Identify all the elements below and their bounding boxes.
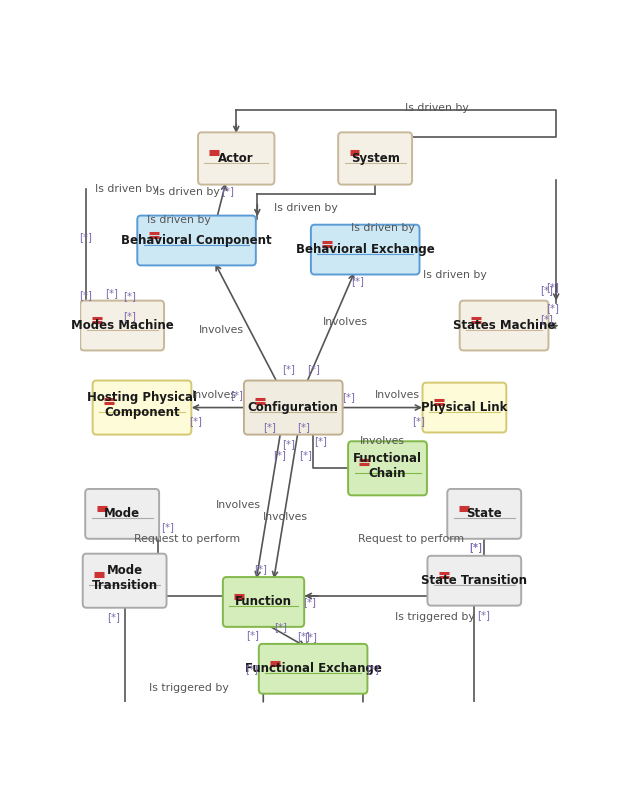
Text: [*]: [*] [307, 365, 319, 375]
Text: Is driven by: Is driven by [405, 103, 469, 113]
Text: [*]: [*] [79, 290, 92, 300]
Text: Modes Machine: Modes Machine [71, 319, 173, 332]
Text: [*]: [*] [124, 291, 136, 301]
Text: [*]: [*] [477, 610, 490, 619]
Text: [*]: [*] [540, 285, 553, 295]
FancyBboxPatch shape [428, 555, 521, 606]
FancyBboxPatch shape [198, 133, 275, 185]
Text: [*]: [*] [79, 233, 92, 242]
Text: [*]: [*] [303, 597, 316, 607]
Text: Is driven by: Is driven by [147, 215, 211, 226]
Text: Involves: Involves [360, 436, 405, 446]
FancyBboxPatch shape [348, 441, 427, 495]
Text: Involves: Involves [323, 317, 368, 327]
FancyBboxPatch shape [83, 554, 166, 608]
FancyBboxPatch shape [447, 489, 521, 539]
Text: [*]: [*] [275, 623, 287, 633]
Text: Involves: Involves [199, 325, 244, 335]
Text: States Machine: States Machine [453, 319, 556, 332]
Text: Actor: Actor [218, 152, 254, 165]
Text: [*]: [*] [342, 391, 355, 402]
Text: Functional
Chain: Functional Chain [353, 451, 422, 480]
Text: Involves: Involves [216, 499, 261, 510]
FancyBboxPatch shape [311, 225, 419, 275]
Text: [*]: [*] [189, 416, 202, 426]
Text: [*]: [*] [105, 288, 118, 297]
Text: [*]: [*] [282, 365, 295, 375]
Text: State Transition: State Transition [421, 574, 527, 587]
Text: Functional Exchange: Functional Exchange [244, 662, 381, 675]
Text: [*]: [*] [351, 276, 364, 286]
Text: [*]: [*] [367, 664, 380, 674]
Text: Hosting Physical
Component: Hosting Physical Component [87, 391, 197, 419]
Text: [*]: [*] [162, 522, 175, 533]
Text: Is driven by: Is driven by [156, 187, 220, 197]
Text: Behavioral Component: Behavioral Component [121, 234, 272, 247]
Text: [*]: [*] [469, 542, 482, 552]
Text: System: System [351, 152, 399, 165]
Text: Involves: Involves [191, 391, 236, 400]
Text: [*]: [*] [246, 630, 259, 640]
Text: Mode
Transition: Mode Transition [92, 564, 157, 592]
Text: Request to perform: Request to perform [358, 534, 465, 544]
Text: [*]: [*] [540, 315, 553, 324]
Text: [*]: [*] [273, 450, 286, 460]
FancyBboxPatch shape [259, 644, 367, 694]
Text: [*]: [*] [304, 632, 317, 642]
Text: Is triggered by: Is triggered by [395, 612, 474, 623]
Text: Physical Link: Physical Link [421, 401, 508, 414]
Text: Configuration: Configuration [248, 401, 339, 414]
Text: [*]: [*] [255, 564, 268, 574]
Text: [*]: [*] [282, 439, 295, 449]
Text: [*]: [*] [412, 416, 425, 426]
Text: Mode: Mode [104, 507, 140, 521]
Text: Is triggered by: Is triggered by [149, 682, 229, 693]
Text: [*]: [*] [108, 611, 120, 622]
FancyBboxPatch shape [422, 383, 506, 432]
Text: Request to perform: Request to perform [134, 534, 240, 544]
FancyBboxPatch shape [460, 301, 548, 350]
Text: [*]: [*] [546, 282, 559, 292]
FancyBboxPatch shape [138, 215, 256, 265]
Text: Behavioral Exchange: Behavioral Exchange [296, 243, 435, 256]
Text: Is driven by: Is driven by [351, 223, 415, 234]
Text: [*]: [*] [297, 422, 310, 432]
Text: Is driven by: Is driven by [95, 184, 159, 194]
Text: Involves: Involves [263, 512, 308, 522]
Text: Is driven by: Is driven by [422, 270, 486, 280]
Text: [*]: [*] [263, 422, 276, 432]
FancyBboxPatch shape [244, 380, 342, 435]
Text: Is driven by: Is driven by [274, 203, 337, 213]
Text: [*]: [*] [546, 303, 559, 313]
Text: [*]: [*] [124, 311, 136, 321]
Text: [*]: [*] [230, 391, 243, 400]
Text: Function: Function [235, 596, 292, 608]
FancyBboxPatch shape [338, 133, 412, 185]
FancyBboxPatch shape [223, 577, 304, 627]
Text: [*]: [*] [297, 631, 310, 641]
Text: [*]: [*] [314, 436, 327, 447]
Text: State: State [467, 507, 502, 521]
Text: [*]: [*] [300, 450, 312, 460]
FancyBboxPatch shape [85, 489, 159, 539]
Text: Involves: Involves [375, 391, 420, 400]
Text: [*]: [*] [245, 664, 258, 674]
Text: [*]: [*] [469, 542, 482, 552]
FancyBboxPatch shape [93, 380, 191, 435]
Text: [*]: [*] [221, 186, 234, 196]
FancyBboxPatch shape [80, 301, 164, 350]
